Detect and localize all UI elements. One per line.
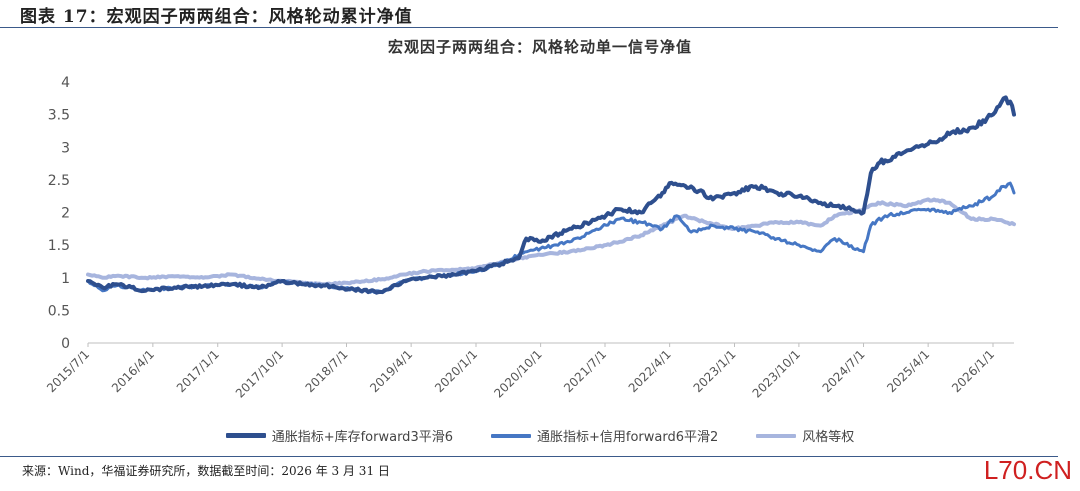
series-line-1	[86, 95, 1016, 295]
legend: 通胀指标+库存forward3平滑6 通胀指标+信用forward6平滑2 风格…	[0, 426, 1080, 445]
x-tick-label: 2016/4/1	[109, 347, 157, 395]
y-tick-label: 0	[61, 336, 70, 352]
source-note: 来源：Wind，华福证券研究所，数据截至时间：2026 年 3 月 31 日	[22, 464, 390, 478]
x-tick-label: 2017/10/1	[233, 347, 286, 400]
series-lines	[86, 95, 1016, 295]
legend-label-2: 通胀指标+信用forward6平滑2	[536, 430, 719, 445]
series-line-3	[86, 197, 1016, 287]
chart-title: 宏观因子两两组合：风格轮动单一信号净值	[387, 38, 692, 56]
y-tick-label: 3.5	[48, 108, 70, 124]
x-tick-label: 2020/1/1	[432, 347, 480, 395]
x-tick-label: 2015/7/1	[44, 347, 92, 395]
y-tick-label: 2.5	[48, 173, 70, 189]
y-tick-label: 3	[61, 140, 70, 156]
x-tick-label: 2026/1/1	[949, 347, 997, 395]
x-tick-label: 2019/4/1	[367, 347, 415, 395]
y-tick-label: 1.5	[48, 238, 70, 254]
bottom-rule	[0, 456, 1058, 457]
legend-item-3: 风格等权	[756, 426, 854, 445]
title-rule	[0, 27, 1058, 28]
x-tick-label: 2022/4/1	[626, 347, 674, 395]
x-tick-label: 2025/4/1	[884, 347, 932, 395]
x-tick-label: 2020/10/1	[491, 347, 544, 400]
legend-label-3: 风格等权	[802, 430, 855, 445]
x-tick-label: 2017/1/1	[174, 347, 222, 395]
watermark: L70.CN	[983, 455, 1072, 485]
x-tick-label: 2018/7/1	[303, 347, 351, 395]
y-tick-label: 1	[61, 271, 70, 287]
y-tick-label: 0.5	[48, 303, 70, 319]
legend-swatch-3	[756, 433, 797, 438]
x-tick-label: 2023/1/1	[691, 347, 739, 395]
legend-swatch-1	[225, 433, 266, 438]
legend-item-1: 通胀指标+库存forward3平滑6	[225, 426, 453, 445]
x-tick-label: 2024/7/1	[820, 347, 868, 395]
legend-label-1: 通胀指标+库存forward3平滑6	[271, 430, 453, 445]
x-tick-label: 2023/10/1	[750, 347, 803, 400]
y-tick-label: 2	[61, 206, 70, 222]
figure-title: 图表 17：宏观因子两两组合：风格轮动累计净值	[20, 7, 413, 27]
legend-item-2: 通胀指标+信用forward6平滑2	[490, 426, 719, 445]
y-tick-label: 4	[61, 75, 70, 91]
legend-swatch-2	[490, 433, 531, 438]
x-tick-label: 2021/7/1	[561, 347, 609, 395]
